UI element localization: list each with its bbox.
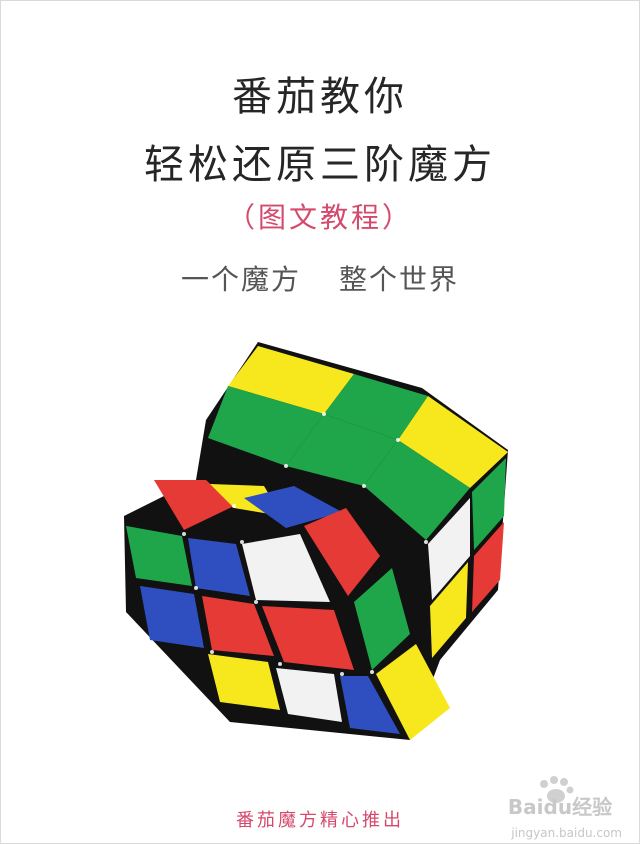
paw-icon (540, 776, 574, 803)
title-line-1: 番茄教你 (232, 74, 408, 120)
sticker (244, 486, 342, 528)
sticker (304, 508, 380, 596)
subtitle: （图文教程） (226, 201, 413, 234)
sticker (286, 414, 398, 486)
sticker (208, 654, 280, 710)
upper-right-face (428, 458, 506, 658)
sticker (398, 396, 508, 488)
watermark-url: jingyan.baidu.com (511, 826, 622, 840)
sticker (154, 480, 234, 530)
upper-top-face (208, 346, 508, 540)
sticker (340, 676, 400, 734)
sticker (276, 668, 342, 722)
rubiks-cube-illustration (124, 342, 508, 740)
sticker (364, 440, 470, 540)
sticker (208, 386, 324, 466)
sticker (430, 562, 468, 658)
sticker (188, 538, 250, 596)
lower-front-face (126, 526, 450, 740)
slogan-right: 整个世界 (339, 263, 460, 296)
sticker (228, 346, 354, 414)
baidu-jingyan-watermark: Baidu经验 (508, 776, 612, 819)
footer-credit: 番茄魔方精心推出 (236, 810, 404, 831)
sticker (140, 586, 204, 648)
sticker (126, 526, 192, 586)
sticker (428, 498, 470, 600)
lower-top-face (154, 480, 380, 596)
sticker (262, 606, 354, 670)
sticker (202, 596, 274, 656)
sticker (376, 644, 450, 740)
sticker (472, 522, 504, 612)
sticker (324, 374, 428, 440)
sticker (472, 458, 506, 550)
title-line-2: 轻松还原三阶魔方 (144, 142, 496, 188)
watermark-logo-text: Baidu经验 (508, 795, 612, 819)
slogan-left: 一个魔方 (180, 263, 301, 296)
slogan: 一个魔方 整个世界 (0, 258, 640, 298)
sticker (242, 534, 330, 602)
cube-highlights (182, 412, 428, 676)
sticker (354, 568, 410, 670)
